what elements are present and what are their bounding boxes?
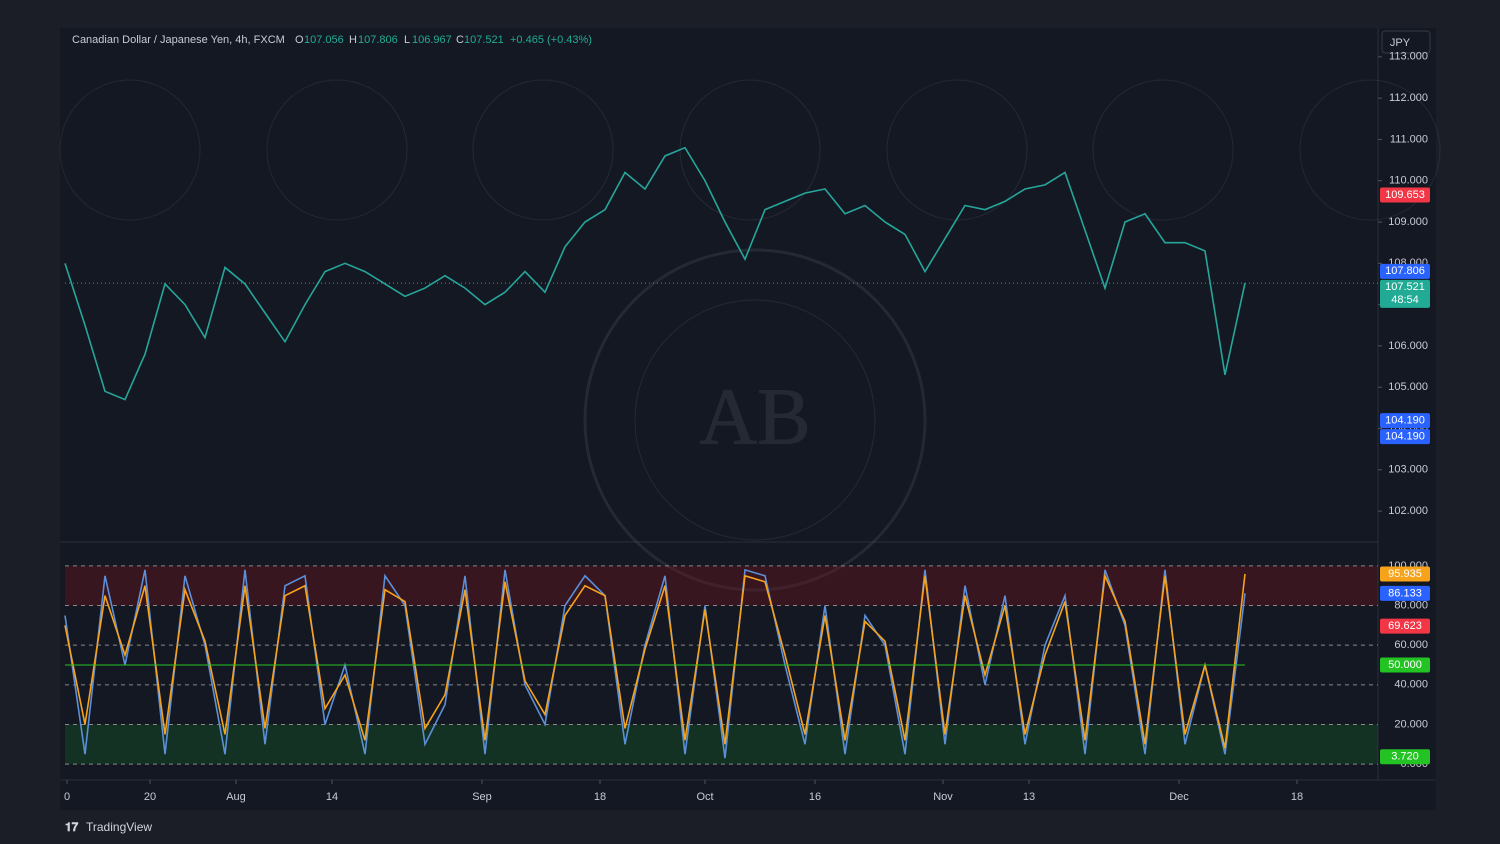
x-tick-label: 18 <box>594 791 606 803</box>
ohlc-value: 107.056 <box>304 34 344 46</box>
price-badge-label: 50.000 <box>1388 659 1422 671</box>
x-tick-label: 14 <box>326 791 338 803</box>
ohlc-label: C <box>456 34 464 46</box>
price-badge-label: 95.935 <box>1388 568 1422 580</box>
price-badge-label: 109.653 <box>1385 189 1425 201</box>
x-tick-label: 13 <box>1023 791 1035 803</box>
y-tick-label: 111.000 <box>1390 133 1428 145</box>
currency-button[interactable] <box>1381 30 1431 54</box>
countdown: 48:54 <box>1391 294 1419 306</box>
y-tick-label: 112.000 <box>1389 92 1428 104</box>
y-tick-label: 110.000 <box>1389 175 1428 187</box>
chart-area <box>60 28 1436 810</box>
price-badge-label: 107.806 <box>1385 265 1425 277</box>
ohlc-value: 107.521 <box>464 34 504 46</box>
price-badge <box>1380 413 1430 429</box>
ohlc-value: 106.967 <box>412 34 452 46</box>
price-badge <box>1380 657 1430 673</box>
price-badge <box>1380 263 1430 279</box>
y-tick-label: 106.000 <box>1388 340 1428 352</box>
x-tick-label: 16 <box>809 791 821 803</box>
ohlc-label: O <box>295 34 304 46</box>
symbol: Canadian Dollar / Japanese Yen, 4h, FXCM <box>72 34 285 46</box>
price-badge <box>1380 749 1430 765</box>
ohlc-value: 107.806 <box>358 34 398 46</box>
series-line <box>64 568 1246 759</box>
watermark: AB <box>59 79 1441 592</box>
x-tick-label: Aug <box>226 791 246 803</box>
y-tick-label: 20.000 <box>1394 718 1428 730</box>
price-badge-label: 86.133 <box>1388 587 1422 599</box>
x-tick-label: Dec <box>1169 791 1189 803</box>
price-badge-label: 104.190 <box>1385 431 1425 443</box>
svg-text:AB: AB <box>699 373 810 461</box>
x-tick-label: 20 <box>144 791 156 803</box>
price-badge-label: 3.720 <box>1391 751 1419 763</box>
price-badge-label: 107.521 <box>1385 281 1425 293</box>
x-tick-label: Nov <box>933 791 953 803</box>
y-tick-label: 103.000 <box>1388 464 1428 476</box>
x-tick-label: 18 <box>1291 791 1303 803</box>
currency[interactable]: JPY <box>1390 37 1411 49</box>
price-badge <box>1380 566 1430 582</box>
price-badge <box>1380 618 1430 634</box>
y-tick-label: 102.000 <box>1388 505 1428 517</box>
change: +0.465 (+0.43%) <box>510 34 592 46</box>
brand: TradingView <box>86 820 152 834</box>
series-line <box>64 146 1246 401</box>
x-tick-label: Sep <box>472 791 492 803</box>
y-tick-label: 113.000 <box>1389 51 1428 63</box>
price-badge-label: 69.623 <box>1388 620 1422 632</box>
legend-header: Canadian Dollar / Japanese Yen, 4h, FXCM… <box>72 34 592 46</box>
ohlc-label: L <box>404 34 410 46</box>
y-tick-label: 105.000 <box>1388 381 1428 393</box>
series-line <box>64 572 1246 749</box>
y-tick-label: 60.000 <box>1394 639 1428 651</box>
y-tick-label: 40.000 <box>1394 679 1428 691</box>
brand-logo: 𝟏𝟕 <box>65 820 79 834</box>
price-badge <box>1380 279 1430 308</box>
x-tick-label: Oct <box>696 791 713 803</box>
overbought-zone <box>65 565 1378 606</box>
ohlc-label: H <box>349 34 357 46</box>
y-tick-label: 109.000 <box>1388 216 1428 228</box>
y-tick-label: 80.000 <box>1394 599 1428 611</box>
price-badge <box>1380 187 1430 203</box>
price-badge-label: 104.190 <box>1385 415 1425 427</box>
price-badge <box>1380 429 1430 445</box>
x-tick-label: 0 <box>64 791 70 803</box>
price-badge <box>1380 585 1430 601</box>
